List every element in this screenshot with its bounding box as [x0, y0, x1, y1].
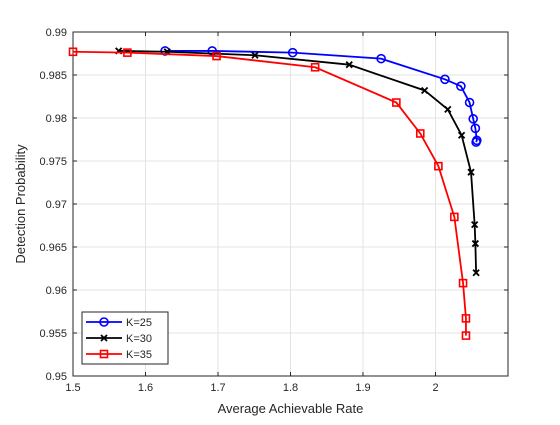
data-point [471, 221, 479, 229]
series-k-35 [68, 47, 471, 340]
data-point [123, 48, 132, 57]
x-tick-label: 2 [432, 382, 438, 394]
legend: K=25 K=30 K=35 [81, 311, 169, 365]
data-point [471, 239, 480, 248]
data-point [68, 47, 78, 57]
data-point [392, 98, 401, 107]
legend-item: K=35 [86, 349, 152, 361]
data-point [470, 123, 481, 134]
series-line [165, 50, 478, 143]
legend-swatch-marker [99, 317, 109, 327]
y-tick-label: 0.96 [46, 285, 67, 297]
y-tick-label: 0.99 [46, 27, 67, 39]
data-point [471, 137, 481, 147]
y-tick-label: 0.95 [46, 371, 67, 383]
data-point [456, 81, 466, 91]
data-point [467, 168, 475, 176]
y-axis-title: Detection Probability [13, 144, 28, 264]
data-point [376, 53, 386, 64]
x-tick-label: 1.7 [210, 382, 225, 394]
y-tick-label: 0.975 [39, 156, 67, 168]
y-tick-label: 0.985 [39, 70, 67, 82]
data-point [440, 74, 450, 85]
data-point [212, 51, 221, 61]
data-point [461, 331, 471, 340]
series-group [68, 46, 482, 340]
y-tick-label: 0.98 [46, 113, 67, 125]
y-tick-label: 0.955 [39, 328, 67, 340]
data-point [207, 46, 217, 56]
legend-item: K=30 [86, 333, 152, 345]
data-point [434, 161, 443, 171]
legend-swatch-marker [99, 349, 109, 359]
data-point [420, 86, 429, 95]
legend-label: K=35 [126, 349, 152, 361]
data-point [458, 278, 468, 288]
series-k-30 [115, 47, 480, 277]
legend-label: K=30 [126, 333, 152, 345]
data-point [472, 269, 480, 277]
data-point [251, 51, 259, 59]
legend-item: K=25 [86, 317, 152, 329]
y-tick-label: 0.97 [46, 199, 67, 211]
legend-label: K=25 [126, 317, 152, 329]
y-tick-label: 0.965 [39, 242, 67, 254]
data-point [345, 61, 353, 69]
grid [72, 31, 508, 377]
data-point [450, 212, 459, 222]
data-point [457, 131, 466, 139]
data-point [464, 97, 475, 108]
data-point [468, 114, 479, 124]
x-tick-label: 1.8 [283, 382, 298, 394]
x-tick-label: 1.5 [65, 382, 80, 394]
data-point [415, 129, 425, 138]
series-line [118, 50, 477, 273]
data-point [444, 105, 452, 114]
series-k-25 [160, 46, 482, 147]
x-axis-title: Average Achievable Rate [218, 401, 364, 416]
data-point [287, 47, 298, 58]
axis-ticks: 1.5 1.6 1.7 1.8 1.9 2 0.95 0.955 0.96 0.965 0.97 0.… [39, 27, 508, 394]
series-line [72, 50, 467, 336]
data-point [310, 62, 320, 72]
x-tick-label: 1.6 [138, 382, 153, 394]
legend-swatch-marker [100, 334, 108, 342]
data-point [461, 314, 471, 323]
x-tick-label: 1.9 [355, 382, 370, 394]
